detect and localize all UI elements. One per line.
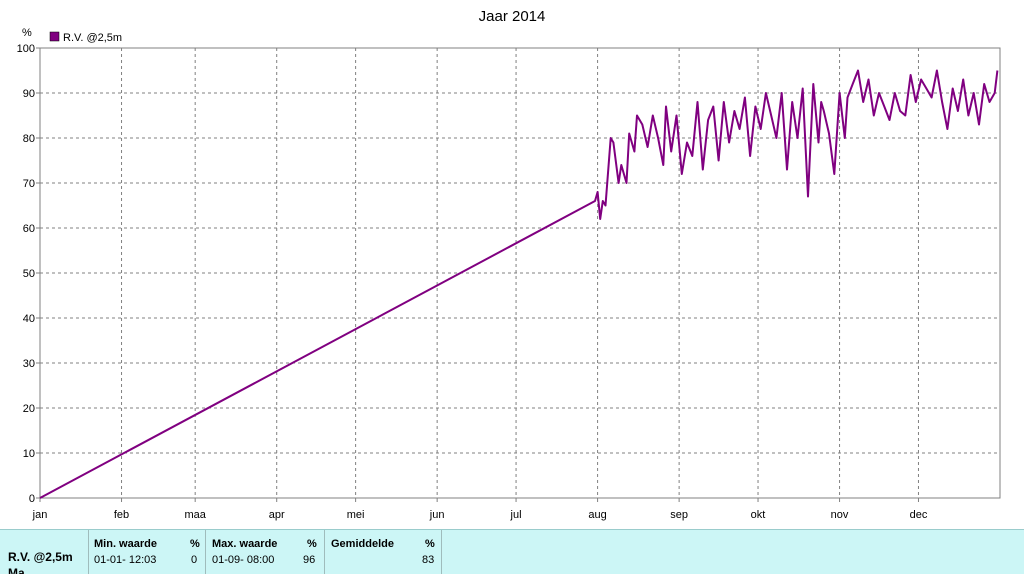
x-tick-label: okt [751,509,766,521]
x-tick-label: jul [510,509,522,521]
min-value: 0 [191,554,198,566]
series [39,69,999,499]
stats-min-cell: Min. waarde % 01-01- 12:03 0 [88,530,206,574]
avg-label: Gemiddelde [331,538,394,550]
stats-series-name-2: Ma [8,566,25,574]
stats-avg-cell: Gemiddelde % 83 [324,530,442,574]
avg-value: 83 [422,554,435,566]
x-axis: jan feb maa apr mei jun jul aug sep okt nov dec [32,498,928,521]
min-label: Min. waarde [94,538,157,550]
x-tick-label: nov [831,509,849,521]
y-tick-label: 10 [23,448,35,460]
avg-unit: % [425,538,435,550]
max-time: 01-09- 08:00 [212,554,275,566]
y-axis: 0 10 20 30 40 50 60 70 80 90 100 [17,43,40,505]
y-tick-label: 90 [23,88,35,100]
stats-bar: R.V. @2,5m Ma Min. waarde % 01-01- 12:03… [0,529,1024,574]
series-line [39,69,999,499]
x-tick-label: apr [269,509,285,521]
x-tick-label: jun [429,509,445,521]
y-axis-unit: % [22,27,32,39]
x-tick-label: maa [184,509,206,521]
max-unit: % [307,538,317,550]
y-tick-label: 30 [23,358,35,370]
stats-max-cell: Max. waarde % 01-09- 08:00 96 [205,530,325,574]
y-tick-label: 40 [23,313,35,325]
legend: R.V. @2,5m [49,31,122,44]
y-tick-label: 50 [23,268,35,280]
x-tick-label: dec [910,509,928,521]
y-tick-label: 0 [29,493,35,505]
x-tick-label: feb [114,509,129,521]
min-time: 01-01- 12:03 [94,554,157,566]
max-value: 96 [303,554,316,566]
min-unit: % [190,538,200,550]
y-tick-label: 80 [23,133,35,145]
y-tick-label: 100 [17,43,35,55]
legend-swatch [49,31,60,42]
x-tick-label: jan [32,509,48,521]
stats-series-name: R.V. @2,5m [8,550,73,564]
x-tick-label: sep [670,509,688,521]
max-label: Max. waarde [212,538,278,550]
y-tick-label: 60 [23,223,35,235]
chart-title: Jaar 2014 [479,8,546,25]
y-tick-label: 70 [23,178,35,190]
stats-name-cell: R.V. @2,5m Ma [0,530,89,574]
chart: Jaar 2014 % R.V. @2,5m 0 10 20 30 40 50 60 70 80… [17,8,1001,521]
y-tick-label: 20 [23,403,35,415]
x-tick-label: mei [347,509,365,521]
x-tick-label: aug [588,509,606,521]
grid [40,48,1000,498]
legend-label: R.V. @2,5m [63,32,122,44]
